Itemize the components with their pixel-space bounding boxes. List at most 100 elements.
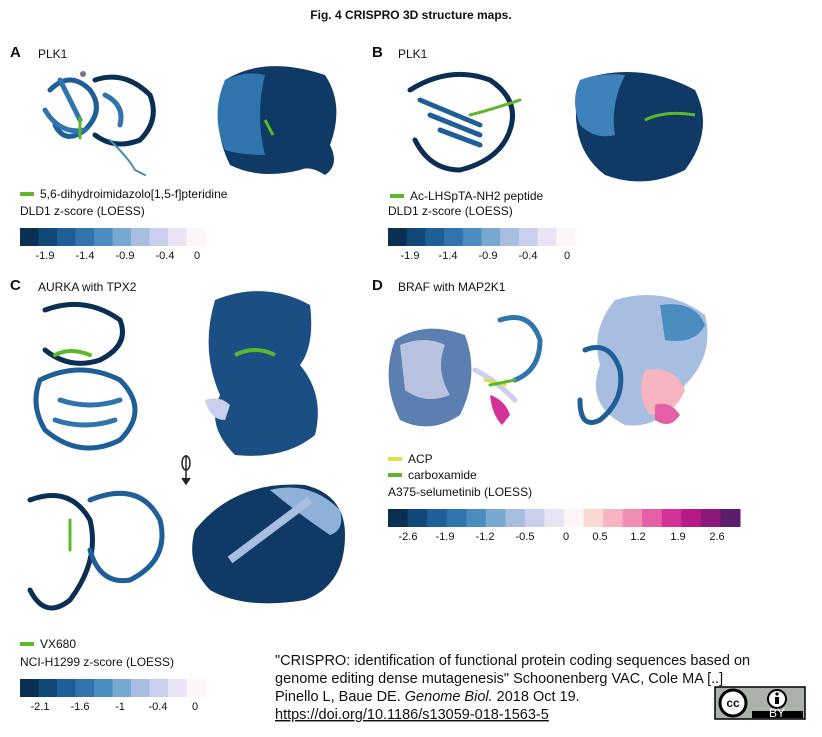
structure-surface: [270, 487, 342, 535]
scale-swatch: [75, 679, 95, 697]
legend-label: VX680: [40, 637, 76, 651]
scale-tick-label: -1.9: [401, 250, 420, 262]
scale-swatch: [444, 228, 464, 246]
scale-tick-label: -1: [115, 701, 125, 713]
scale-swatch: [518, 228, 539, 246]
protein-name: BRAF with MAP2K1: [398, 280, 506, 294]
structure-cartoon: [577, 345, 624, 425]
scale-swatch: [505, 509, 526, 527]
by-icon-head: [775, 692, 779, 696]
by-icon-body: [775, 697, 779, 704]
scale-swatch: [564, 509, 585, 527]
structure-surface: [217, 73, 265, 155]
structure-surface: [641, 369, 685, 415]
structure-cartoon: [472, 315, 543, 403]
scale-swatch: [94, 679, 113, 697]
scale-tick-label: -0.9: [116, 250, 135, 262]
scale-swatch: [407, 509, 428, 527]
scale-swatch: [186, 228, 206, 246]
rotation-symbol: [181, 455, 191, 486]
license-badge[interactable]: cc BY: [714, 686, 806, 720]
scale-swatch: [720, 509, 741, 527]
scale-tick-label: 0: [192, 701, 198, 713]
scale-swatch: [524, 509, 545, 527]
scale-swatch: [427, 509, 448, 527]
panel-label: C: [10, 277, 21, 294]
protein-name: AURKA with TPX2: [38, 280, 137, 294]
cc-text: cc: [726, 696, 740, 710]
atom: [80, 71, 86, 77]
citation-line: "CRISPRO: identification of functional p…: [275, 653, 750, 669]
citation-journal: Genome Biol.: [405, 689, 493, 705]
by-text: BY: [769, 706, 785, 720]
cc-circle: [718, 688, 748, 718]
panel-label: A: [10, 44, 21, 61]
citation-link[interactable]: https://doi.org/10.1186/s13059-018-1563-…: [275, 707, 549, 723]
scale-tick-label: -2.6: [399, 531, 418, 543]
structure-surface: [575, 74, 625, 137]
legend-label: 5,6-dihydroimidazolo[1,5-f]pteridine: [40, 187, 228, 201]
scale-swatch: [186, 679, 206, 697]
scale-swatch: [112, 679, 132, 697]
figure-title: Fig. 4 CRISPRO 3D structure maps.: [310, 8, 511, 22]
scale-swatch: [642, 509, 663, 527]
scale-tick-label: 1.9: [670, 531, 685, 543]
scale-swatch: [622, 509, 643, 527]
scale-tick-label: -1.9: [36, 250, 55, 262]
scale-tick-label: -1.4: [76, 250, 95, 262]
structure-surface: [655, 403, 680, 424]
scale-tick-label: 0: [564, 250, 570, 262]
scale-swatch: [20, 228, 39, 246]
scale-swatch: [168, 679, 187, 697]
scale-tick-label: -0.9: [479, 250, 498, 262]
scale-title: DLD1 z-score (LOESS): [20, 204, 145, 218]
citation-date: 2018 Oct 19.: [493, 689, 580, 705]
scale-swatch: [603, 509, 624, 527]
legends: A PLK1 5,6-dihydroimidazolo[1,5-f]pteridin…: [10, 44, 741, 713]
structure-surface: [208, 291, 318, 456]
scale-title: DLD1 z-score (LOESS): [388, 204, 513, 218]
scale-swatch: [446, 509, 467, 527]
citation-authors: Pinello L, Baue DE.: [275, 689, 405, 705]
scale-swatch: [388, 509, 409, 527]
scale-tick-label: -1.4: [439, 250, 458, 262]
legend-label: Ac-LHSpTA-NH2 peptide: [410, 189, 543, 203]
structure-cartoon: [27, 301, 165, 611]
citation-line: Pinello L, Baue DE. Genome Biol. 2018 Oc…: [275, 689, 580, 705]
scale-tick-label: 0.5: [592, 531, 607, 543]
scale-swatch: [38, 228, 58, 246]
scale-swatch: [57, 228, 76, 246]
scale-tick-label: 1.2: [630, 531, 645, 543]
scale-swatch: [38, 679, 58, 697]
scale-swatch: [537, 228, 557, 246]
scale-swatch: [406, 228, 426, 246]
scale-swatch: [149, 228, 169, 246]
scale-tick-label: 2.6: [709, 531, 724, 543]
scale-tick-label: -0.4: [156, 250, 175, 262]
structure-cartoon: [407, 71, 522, 173]
scale-tick-label: -2.1: [31, 701, 50, 713]
scale-swatch: [700, 509, 721, 527]
ligand: [234, 348, 276, 357]
scale-swatch: [425, 228, 445, 246]
scale-swatch: [388, 228, 408, 246]
scale-swatch: [94, 228, 113, 246]
structure-surface: [490, 395, 510, 425]
scale-tick-label: 0: [563, 531, 569, 543]
ligand: [263, 119, 275, 136]
scale-swatch: [462, 228, 482, 246]
structure-cartoon: [42, 74, 156, 176]
scale-title: NCI-H1299 z-score (LOESS): [20, 655, 174, 669]
scale-swatch: [681, 509, 702, 527]
scale-swatch: [75, 228, 95, 246]
legend-label: ACP: [408, 452, 433, 466]
badge-strip: [752, 711, 803, 718]
scale-tick-label: 0: [194, 250, 200, 262]
protein-name: PLK1: [398, 47, 428, 61]
scale-tick-label: -1.6: [71, 701, 90, 713]
scale-swatch: [661, 509, 682, 527]
scale-swatch: [20, 679, 39, 697]
scale-swatch: [485, 509, 506, 527]
